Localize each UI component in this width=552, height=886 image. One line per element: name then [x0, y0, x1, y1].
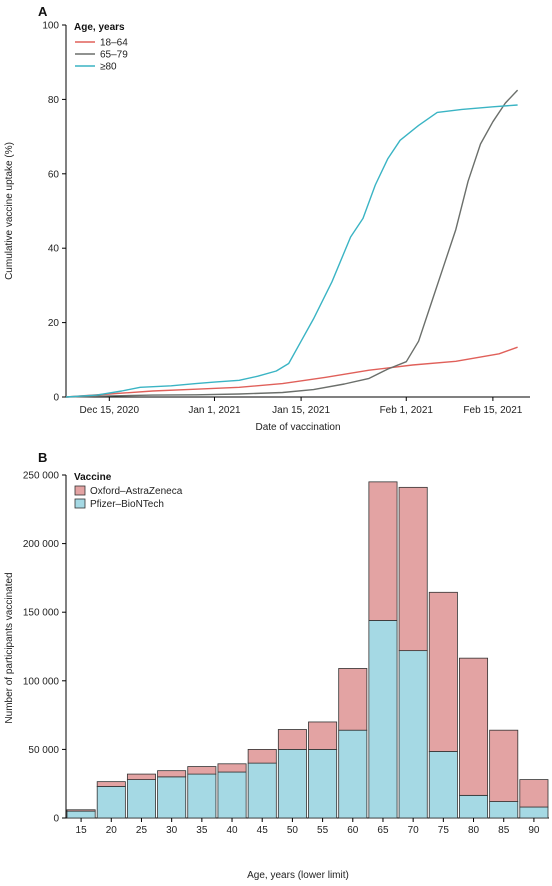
bar-pfizer-biontech-25: [126, 779, 156, 819]
bar-oxford-astrazeneca-15: [66, 809, 96, 812]
panel-b-x-tick-label: 65: [377, 825, 389, 836]
panel-b-x-tick-label: 15: [76, 825, 88, 836]
panel-b-bars: 15 20 25 30 35 40 45 50 55 60 65 70 75 80 85 90: [66, 481, 549, 836]
panel-b-x-axis-title: Age, years (lower limit): [247, 870, 349, 881]
panel-a-x-tick-label: Dec 15, 2020: [80, 405, 140, 416]
bar-oxford-astrazeneca-40: [217, 763, 247, 773]
panel-b-x-tick-label: 55: [317, 825, 329, 836]
panel-b-y-tick-label: 0: [53, 814, 59, 825]
legend-label-18-64: 18–64: [100, 38, 128, 49]
bar-pfizer-biontech-70: [398, 650, 428, 819]
panel-a-x-tick-label: Feb 15, 2021: [463, 405, 522, 416]
bar-pfizer-biontech-75: [428, 751, 458, 819]
bar-oxford-astrazeneca-55: [308, 721, 338, 750]
panel-a-y-tick-label: 60: [48, 169, 60, 180]
bar-oxford-astrazeneca-90: [519, 779, 549, 808]
bar-oxford-astrazeneca-25: [126, 773, 156, 780]
panel-b-x-tick-label: 30: [166, 825, 178, 836]
legend-swatch-pfizer-biontech: [74, 498, 86, 509]
bar-oxford-astrazeneca-80: [459, 657, 489, 796]
bar-oxford-astrazeneca-60: [338, 668, 368, 731]
bar-pfizer-biontech-35: [187, 773, 217, 819]
panel-a-label: A: [38, 4, 48, 19]
legend-label-65-79: 65–79: [100, 50, 128, 61]
panel-b-y-tick-label: 100 000: [23, 676, 60, 687]
panel-a-x-tick-label: Feb 1, 2021: [380, 405, 434, 416]
panel-b-y-axis-title: Number of participants vaccinated: [4, 572, 15, 723]
legend-label-pfizer-biontech: Pfizer–BioNTech: [90, 499, 164, 510]
panel-a-legend-title: Age, years: [74, 22, 125, 33]
panel-b-legend-title: Vaccine: [74, 472, 112, 483]
panel-b-y-tick-label: 50 000: [28, 745, 59, 756]
bar-oxford-astrazeneca-65: [368, 481, 398, 621]
panel-a-x-axis-title: Date of vaccination: [255, 422, 340, 433]
panel-b-x-tick-label: 85: [498, 825, 510, 836]
panel-a-axes: 0 20 40 60 80 100 Dec 15, 2020 Jan 1, 2021 Jan 1…: [42, 21, 530, 416]
bar-pfizer-biontech-65: [368, 620, 398, 819]
legend-label-80: ≥80: [100, 62, 117, 73]
panel-a-y-tick-label: 0: [53, 393, 59, 404]
bar-oxford-astrazeneca-35: [187, 766, 217, 775]
bar-pfizer-biontech-30: [157, 776, 187, 819]
bar-pfizer-biontech-55: [308, 749, 338, 819]
bar-oxford-astrazeneca-20: [96, 781, 126, 787]
panel-a-x-tick-label: Jan 15, 2021: [272, 405, 330, 416]
panel-a-y-tick-label: 100: [42, 21, 59, 32]
panel-b-x-tick-label: 90: [528, 825, 540, 836]
panel-b-x-tick-label: 40: [226, 825, 238, 836]
bar-pfizer-biontech-15: [66, 810, 96, 819]
panel-a-y-tick-label: 20: [48, 318, 60, 329]
panel-a-series: [65, 89, 519, 398]
legend-swatch-oxford-astrazeneca: [74, 485, 86, 496]
series-line-65-79: [65, 89, 519, 398]
panel-a: A 0 20 40 60 80 100 Dec 15, 2020 Jan 1, 2021 Jan…: [4, 4, 530, 433]
bar-oxford-astrazeneca-85: [489, 729, 519, 802]
panel-b-x-tick-label: 50: [287, 825, 299, 836]
bar-oxford-astrazeneca-75: [428, 591, 458, 752]
panel-b-legend: Vaccine Oxford–AstraZeneca Pfizer–BioNTech: [74, 472, 183, 510]
bar-oxford-astrazeneca-45: [247, 749, 277, 764]
bar-pfizer-biontech-50: [277, 749, 307, 819]
bar-oxford-astrazeneca-70: [398, 486, 428, 652]
panel-b-label: B: [38, 450, 47, 465]
bar-pfizer-biontech-90: [519, 806, 549, 819]
bar-pfizer-biontech-45: [247, 762, 277, 819]
panel-b-x-tick-label: 35: [196, 825, 208, 836]
panel-b: B 0 50 000 100 000 150 000 200 000 250 000 15…: [4, 450, 549, 881]
series-line-18-64: [65, 346, 518, 398]
bar-pfizer-biontech-20: [96, 786, 126, 819]
panel-b-x-tick-label: 25: [136, 825, 148, 836]
panel-a-y-tick-label: 40: [48, 244, 60, 255]
panel-b-x-tick-label: 60: [347, 825, 359, 836]
panel-a-y-axis-title: Cumulative vaccine uptake (%): [4, 142, 15, 280]
bar-pfizer-biontech-80: [459, 794, 489, 819]
panel-b-x-tick-label: 80: [468, 825, 480, 836]
panel-b-x-tick-label: 70: [408, 825, 420, 836]
panel-b-x-tick-label: 75: [438, 825, 450, 836]
panel-b-x-tick-label: 20: [106, 825, 118, 836]
panel-a-x-tick-label: Jan 1, 2021: [188, 405, 241, 416]
bar-oxford-astrazeneca-50: [277, 729, 307, 750]
panel-a-y-tick-label: 80: [48, 95, 60, 106]
panel-b-axes: 0 50 000 100 000 150 000 200 000 250 000: [23, 471, 549, 825]
bar-pfizer-biontech-85: [489, 801, 519, 819]
bar-pfizer-biontech-40: [217, 771, 247, 819]
panel-b-y-tick-label: 200 000: [23, 539, 60, 550]
panel-b-x-tick-label: 45: [257, 825, 269, 836]
bar-oxford-astrazeneca-30: [157, 770, 187, 778]
series-line-80: [65, 104, 518, 398]
panel-b-y-tick-label: 250 000: [23, 471, 60, 482]
panel-b-y-tick-label: 150 000: [23, 608, 60, 619]
legend-label-oxford-astrazeneca: Oxford–AstraZeneca: [90, 486, 183, 497]
bar-pfizer-biontech-60: [338, 729, 368, 819]
